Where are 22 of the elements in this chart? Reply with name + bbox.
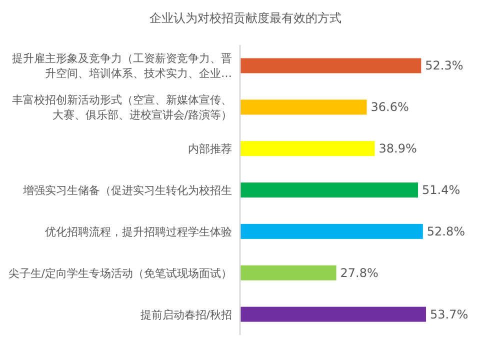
y-tick-label: 丰富校招创新活动形式（空宣、新媒体宣传、大赛、俱乐部、进校宣讲会/路演等）	[12, 94, 232, 122]
bar	[240, 100, 367, 115]
y-tick-label: 内部推荐	[188, 142, 232, 156]
bar	[240, 58, 422, 74]
data-label: 38.9%	[378, 142, 417, 156]
data-label: 52.8%	[426, 224, 466, 238]
y-tick-label: 提前启动春招/秋招	[140, 308, 232, 322]
data-label: 53.7%	[430, 307, 468, 322]
bar	[240, 141, 375, 156]
bar	[240, 224, 423, 239]
bar	[240, 306, 426, 322]
y-tick-label: 尖子生/定向学生专场活动（免笔试现场面试）	[8, 266, 232, 280]
bar	[240, 182, 418, 198]
data-label: 36.6%	[370, 100, 409, 114]
chart-title: 企业认为对校招贡献度最有效的方式	[150, 11, 342, 25]
y-tick-label: 优化招聘流程，提升招聘过程学生体验	[45, 225, 232, 238]
data-label: 27.8%	[340, 266, 378, 280]
bar	[240, 265, 336, 280]
data-label: 51.4%	[422, 183, 460, 197]
y-tick-label: 增强实习生储备（促进实习生转化为校招生	[22, 184, 232, 197]
y-tick-label: 提升雇主形象及竞争力（工资薪资竞争力、晋升空间、培训体系、技术实力、企业…	[12, 52, 232, 80]
data-label: 52.3%	[425, 58, 464, 73]
